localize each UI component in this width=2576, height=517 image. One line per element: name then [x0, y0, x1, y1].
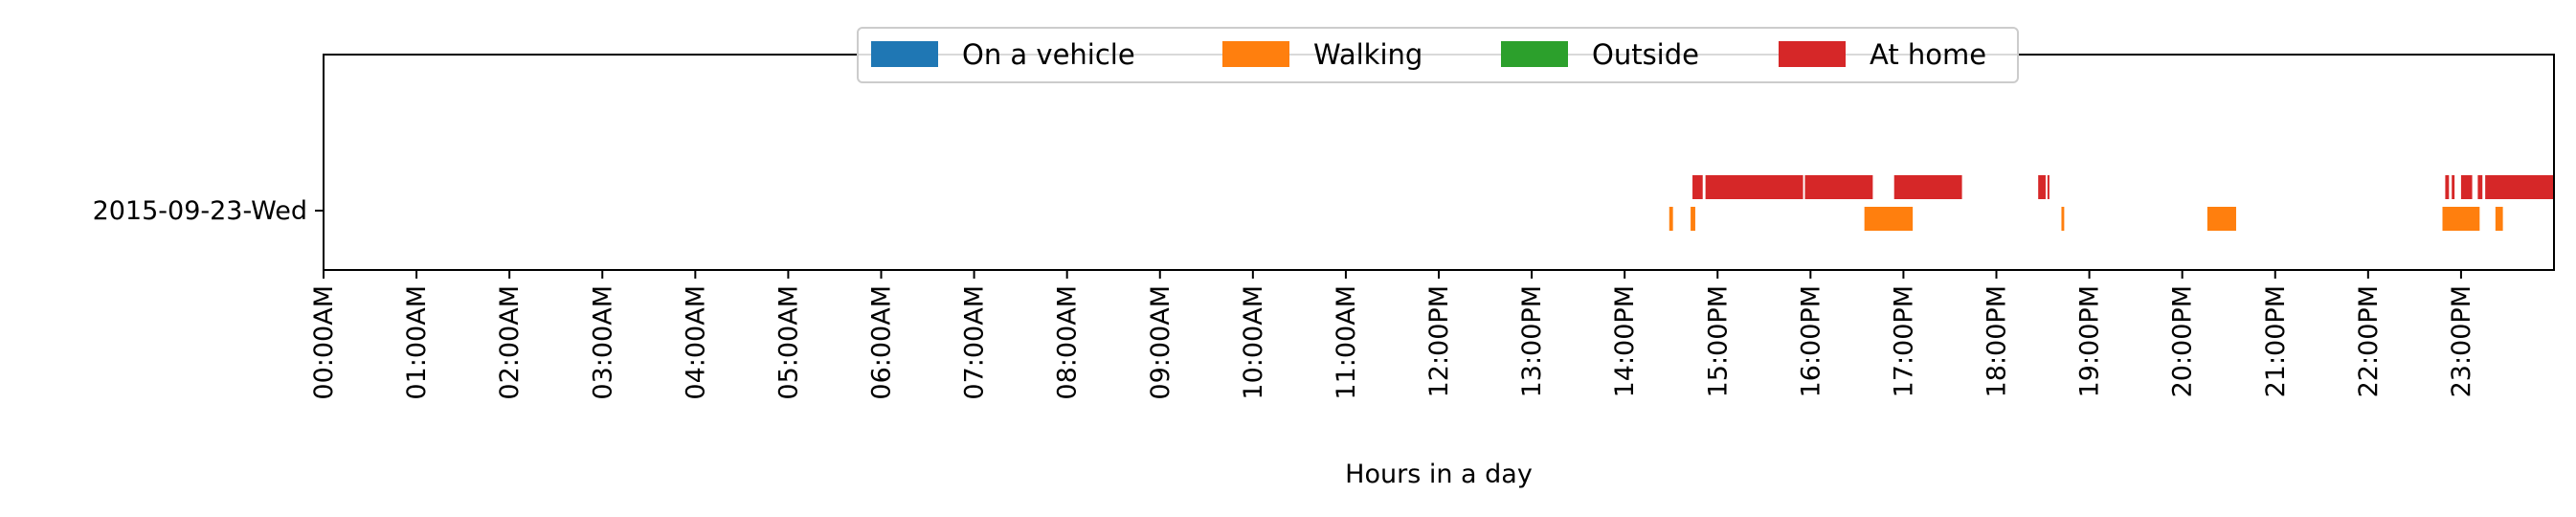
legend-box: [857, 27, 2019, 83]
x-tick-label: 23:00PM: [2447, 285, 2476, 397]
x-tick-label: 21:00PM: [2261, 285, 2291, 397]
bar-at-home: [2445, 175, 2450, 199]
x-tick-label: 05:00AM: [773, 285, 803, 400]
bar-walking: [2442, 207, 2480, 231]
bar-at-home: [1804, 175, 1873, 199]
x-tick-label: 06:00AM: [867, 285, 897, 400]
x-tick-label: 08:00AM: [1053, 285, 1083, 400]
x-tick-label: 07:00AM: [960, 285, 990, 400]
x-tick-label: 09:00AM: [1146, 285, 1176, 400]
bar-walking: [2061, 207, 2065, 231]
x-axis-label: Hours in a day: [1345, 460, 1533, 489]
y-axis: 2015-09-23-Wed: [93, 196, 324, 226]
bar-walking: [1669, 207, 1673, 231]
legend-swatch: [1501, 41, 1568, 67]
bar-at-home: [2485, 175, 2554, 199]
x-tick-label: 14:00PM: [1610, 285, 1640, 397]
bar-walking: [1691, 207, 1695, 231]
x-tick-label: 04:00AM: [681, 285, 710, 400]
plot-bars: [1669, 175, 2554, 231]
x-tick-label: 11:00AM: [1332, 285, 1361, 400]
x-tick-label: 12:00PM: [1424, 285, 1454, 397]
legend-label: Walking: [1313, 38, 1422, 71]
x-tick-label: 15:00PM: [1703, 285, 1733, 397]
x-tick-label: 01:00AM: [402, 285, 432, 400]
x-tick-label: 03:00AM: [588, 285, 617, 400]
bar-walking: [2495, 207, 2503, 231]
x-tick-label: 22:00PM: [2354, 285, 2384, 397]
x-tick-label: 19:00PM: [2075, 285, 2105, 397]
bar-at-home: [2047, 175, 2050, 199]
legend[interactable]: On a vehicle Walking Outside At home: [857, 27, 2019, 83]
legend-swatch: [1779, 41, 1846, 67]
legend-swatch: [1222, 41, 1289, 67]
bar-at-home: [1893, 175, 1962, 199]
x-tick-label: 10:00AM: [1239, 285, 1268, 400]
bar-walking: [2206, 207, 2236, 231]
y-tick-label: 2015-09-23-Wed: [93, 196, 307, 226]
bar-walking: [1864, 207, 1914, 231]
bar-at-home: [2038, 175, 2046, 199]
x-tick-label: 16:00PM: [1796, 285, 1826, 397]
x-axis: 00:00AM 01:00AM 02:00AM 03:00AM 04:00AM 05:00…: [309, 270, 2476, 400]
bar-at-home: [2460, 175, 2473, 199]
bar-at-home: [2477, 175, 2483, 199]
x-tick-label: 18:00PM: [1982, 285, 2012, 397]
bar-at-home: [1705, 175, 1803, 199]
x-tick-label: 13:00PM: [1517, 285, 1547, 397]
legend-label: At home: [1870, 38, 1986, 71]
x-tick-label: 02:00AM: [495, 285, 525, 400]
legend-label: Outside: [1592, 38, 1699, 71]
x-tick-label: 17:00PM: [1889, 285, 1918, 397]
legend-label: On a vehicle: [962, 38, 1135, 71]
x-tick-label: 20:00PM: [2168, 285, 2198, 397]
bar-at-home: [2452, 175, 2455, 199]
bar-at-home: [1692, 175, 1703, 199]
x-tick-label: 00:00AM: [309, 285, 339, 400]
legend-swatch: [871, 41, 938, 67]
